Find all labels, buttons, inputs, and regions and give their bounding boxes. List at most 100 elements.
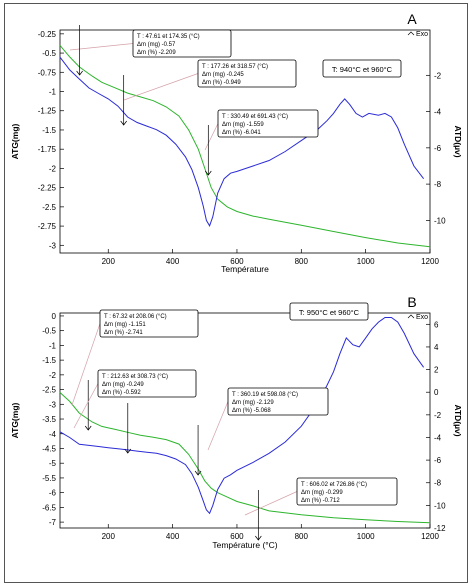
x-tick-label: 400 [166, 257, 180, 266]
note-text: T: 940°C et 960°C [332, 65, 393, 74]
y-tick-label: -5 [49, 459, 57, 468]
y-tick-label: -1.25 [38, 107, 57, 116]
annotation-box [99, 309, 199, 338]
annotation-text: Δm (%) -5.068 [232, 408, 271, 414]
x-tick-label: 600 [230, 257, 244, 266]
annotation-text: T : 47.61 et 174.35 (°C) [137, 34, 200, 40]
y-tick-label: 0 [52, 312, 57, 321]
y2-tick-label: -8 [434, 180, 442, 189]
annotation-text: Δm (%) -0.949 [202, 80, 241, 86]
y-tick-label: -6 [49, 489, 57, 498]
annotation-text: T : 330.49 et 691.43 (°C) [222, 114, 288, 120]
annotation-text: Δm (%) -2.209 [137, 50, 176, 56]
annotation-text: Δm (mg) -1.559 [222, 122, 264, 128]
exo-arrow-icon [407, 314, 415, 319]
y-tick-label: -2.25 [38, 184, 57, 193]
exo-arrow-icon [407, 31, 415, 36]
annotation-box [132, 29, 232, 58]
annotation-text: T : 67.32 et 208.06 (°C) [104, 314, 167, 320]
annotation-text: Δm (%) -0.592 [102, 390, 141, 396]
legend-exo: Exo [416, 314, 428, 321]
y-tick-label: -7 [49, 518, 57, 527]
annotation-leader [123, 73, 199, 101]
x-tick-label: 600 [230, 532, 244, 541]
step-arrow-icon [255, 535, 262, 541]
step-arrow-icon [84, 425, 92, 431]
annotation-box [97, 369, 197, 398]
y2-tick-label: 6 [434, 320, 439, 329]
legend-exo: Exo [416, 31, 428, 38]
y-tick-label: -4.5 [42, 444, 56, 453]
annotation-text: Δm (%) -0.712 [301, 498, 340, 504]
y2-tick-label: -12 [434, 524, 446, 533]
y-tick-label: -0.5 [42, 49, 56, 58]
annotation-box [217, 109, 319, 138]
y-tick-label: -0.25 [38, 30, 57, 39]
annotation-text: Δm (mg) -2.129 [232, 400, 274, 406]
y-tick-label: -2 [49, 371, 57, 380]
annotation-leader [69, 43, 134, 51]
y2-tick-label: -10 [434, 501, 446, 510]
y-tick-label: -2 [49, 164, 57, 173]
annotation-text: T : 212.63 et 308.73 (°C) [102, 374, 168, 380]
x-tick-label: 1000 [357, 257, 375, 266]
y2-axis-label: ATD(µv) [453, 404, 463, 436]
y-tick-label: -2.75 [38, 222, 57, 231]
y2-tick-label: -2 [434, 71, 442, 80]
annotation-leader [204, 123, 219, 151]
annotation-text: Δm (%) -6.041 [222, 130, 261, 136]
y2-tick-label: -8 [434, 479, 442, 488]
annotation-leader [244, 491, 298, 516]
y2-tick-label: -4 [434, 433, 442, 442]
annotation-text: Δm (mg) -0.299 [301, 490, 343, 496]
step-arrow-icon [76, 70, 83, 76]
panel-label: B [407, 294, 416, 310]
annotation-box [296, 477, 398, 506]
x-tick-label: 200 [102, 532, 116, 541]
annotation-text: Δm (mg) -0.245 [202, 72, 244, 78]
x-tick-label: 400 [166, 532, 180, 541]
step-arrow-icon [205, 170, 212, 176]
panel-b: 200 400 600 800 1000 1200 0 -0.5 -1 -1.5 -2 -2.5 -3 -… [10, 294, 463, 550]
y2-axis-label: ATD(µv) [453, 125, 463, 157]
y-tick-label: -3 [49, 241, 57, 250]
figure-frame [4, 3, 468, 583]
annotation-text: Δm (%) -2.741 [104, 330, 143, 336]
x-tick-label: 1000 [357, 532, 375, 541]
y-tick-label: -1.75 [38, 145, 57, 154]
y-tick-label: -2.5 [42, 386, 56, 395]
annotation-leader [73, 383, 99, 429]
y-tick-label: -1 [49, 341, 57, 350]
series-line-tg [59, 392, 431, 524]
y-tick-label: -1.5 [42, 126, 56, 135]
x-axis-label: Température [221, 264, 269, 274]
y-tick-label: -6.5 [42, 503, 56, 512]
note-box [289, 302, 369, 321]
x-tick-label: 1200 [421, 532, 439, 541]
y2-tick-label: -4 [434, 108, 442, 117]
annotation-text: T : 360.19 et 598.08 (°C) [232, 392, 298, 398]
plot-area [59, 312, 431, 529]
y-tick-label: -3.5 [42, 415, 56, 424]
y-tick-label: -4 [49, 430, 57, 439]
annotation-text: T : 606.02 et 726.86 (°C) [301, 482, 367, 488]
y2-tick-label: -6 [434, 144, 442, 153]
series-line-dta [59, 317, 425, 515]
step-arrow-icon [120, 120, 127, 126]
panel-a: 200 400 600 800 1000 1200 -0.25 -0.5 -0.75 -1 -1.2… [10, 11, 463, 274]
step-arrow-icon [194, 470, 202, 476]
x-tick-label: 800 [295, 257, 309, 266]
y-tick-label: -5.5 [42, 474, 56, 483]
panel-label: A [407, 11, 417, 27]
y-tick-label: -1 [49, 88, 57, 97]
y2-tick-label: -6 [434, 456, 442, 465]
y2-tick-label: -2 [434, 411, 442, 420]
annotation-text: Δm (mg) -1.151 [104, 322, 146, 328]
x-axis-label: Température (°C) [212, 540, 277, 550]
y-axis-label: ATG(mg) [10, 402, 20, 438]
annotation-box [197, 59, 297, 88]
plot-area [59, 29, 431, 254]
y2-tick-label: 4 [434, 343, 439, 352]
y2-tick-label: 0 [434, 388, 439, 397]
